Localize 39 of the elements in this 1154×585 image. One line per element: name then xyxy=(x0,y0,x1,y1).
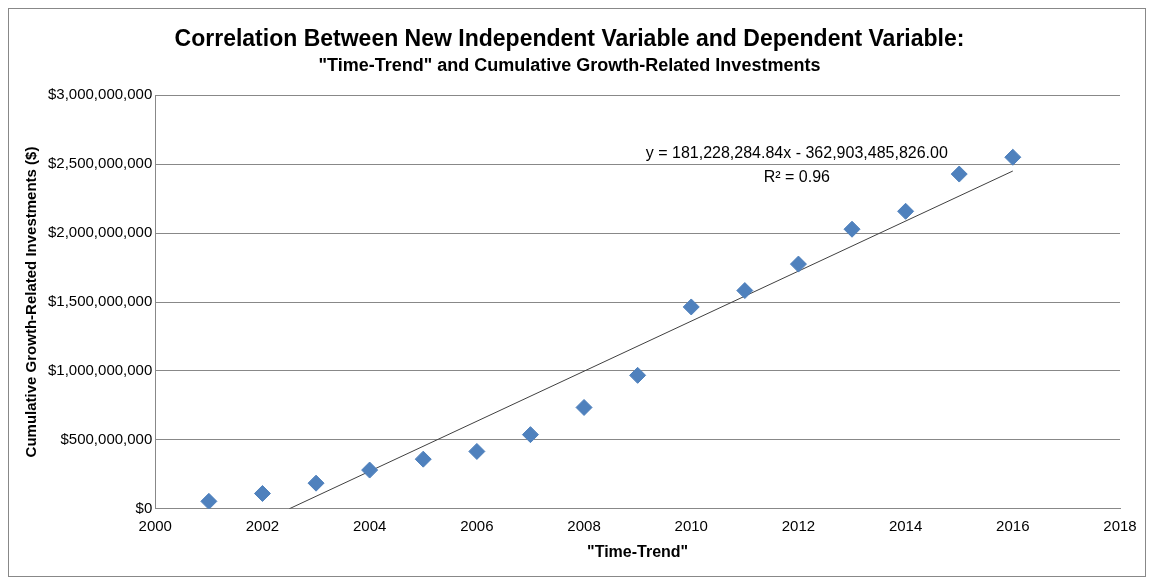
point xyxy=(843,220,861,238)
point xyxy=(414,450,432,468)
chart-title: Correlation Between New Independent Variable and Dependent Variable: xyxy=(174,25,965,52)
x-tick-label: 2018 xyxy=(1103,516,1137,534)
y-tick-label: $3,000,000,000 xyxy=(47,85,153,103)
x-tick-label: 2016 xyxy=(996,516,1030,534)
point xyxy=(950,165,968,183)
y-axis-title: Cumulative Growth-Related Investments ($) xyxy=(22,146,40,458)
point xyxy=(307,474,325,492)
point xyxy=(521,426,539,444)
point xyxy=(736,282,754,300)
x-axis-title: "Time-Trend" xyxy=(587,542,689,560)
annotation: y = 181,228,284.84x - 362,903,485,826.00 xyxy=(645,143,948,161)
y-tick-label: $0 xyxy=(135,498,153,516)
point xyxy=(897,202,915,220)
x-tick-label: 2014 xyxy=(888,516,923,534)
x-tick-label: 2012 xyxy=(781,516,816,534)
y-tick-label: $1,000,000,000 xyxy=(47,361,153,379)
x-tick-label: 2008 xyxy=(567,516,601,534)
y-tick-label: $500,000,000 xyxy=(60,430,153,448)
y-tick-label: $2,500,000,000 xyxy=(47,154,153,172)
chart-subtitle: "Time-Trend" and Cumulative Growth-Related Investments xyxy=(318,55,821,76)
point xyxy=(361,461,379,479)
point xyxy=(789,255,807,273)
point xyxy=(682,298,700,316)
y-tick-label: $2,000,000,000 xyxy=(47,223,153,241)
point xyxy=(200,492,218,509)
point xyxy=(575,398,593,416)
x-tick-label: 2010 xyxy=(674,516,708,534)
point xyxy=(253,485,271,502)
x-tick-label: 2006 xyxy=(460,516,494,534)
point xyxy=(1004,148,1022,166)
point xyxy=(629,366,647,384)
x-tick-label: 2004 xyxy=(352,516,387,534)
x-tick-label: 2000 xyxy=(138,516,172,534)
annotation: R² = 0.96 xyxy=(763,167,831,185)
y-tick-label: $1,500,000,000 xyxy=(47,292,153,310)
point xyxy=(468,442,486,460)
x-tick-label: 2002 xyxy=(245,516,280,534)
